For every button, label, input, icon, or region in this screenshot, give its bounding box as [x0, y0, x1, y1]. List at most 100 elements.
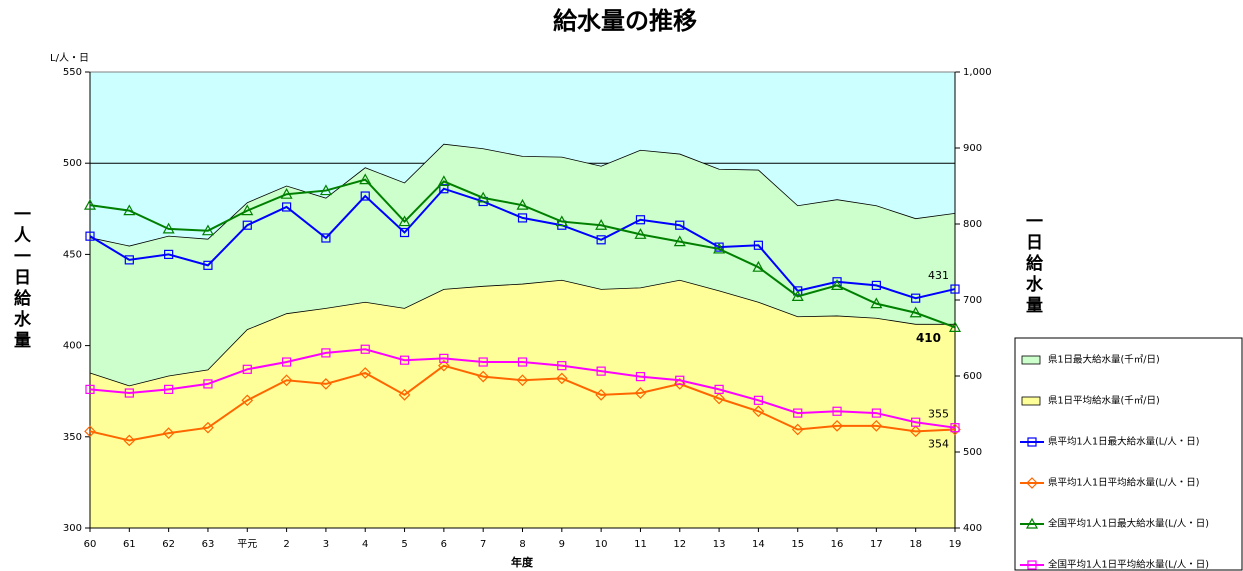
marker	[439, 353, 449, 363]
marker	[870, 420, 883, 432]
data-label: 410	[916, 331, 941, 345]
y-tick-label: 450	[63, 249, 82, 260]
marker	[911, 293, 921, 303]
marker	[793, 408, 803, 418]
marker	[516, 374, 529, 387]
x-tick-label: 12	[673, 539, 686, 550]
area	[90, 280, 955, 528]
marker	[793, 286, 803, 296]
legend-marker	[1027, 437, 1037, 447]
line	[89, 187, 956, 300]
x-tick-label: 17	[870, 539, 883, 550]
y2-tick-label: 900	[963, 143, 982, 154]
marker	[517, 357, 528, 367]
marker	[84, 425, 96, 438]
marker	[555, 372, 568, 385]
marker	[321, 348, 331, 358]
marker	[871, 408, 881, 418]
x-tick-label: 8	[519, 539, 525, 550]
x-tick-label: 7	[480, 539, 486, 550]
marker	[319, 184, 332, 196]
marker	[164, 384, 174, 394]
x-tick-label: 6	[441, 539, 447, 550]
x-tick-label: 11	[634, 539, 647, 550]
marker	[555, 215, 568, 227]
marker	[870, 297, 883, 309]
legend-marker	[1026, 477, 1038, 489]
x-tick-label: 16	[831, 539, 844, 550]
marker	[162, 222, 175, 234]
x-tick-label: 63	[202, 539, 215, 550]
marker	[752, 405, 765, 418]
marker	[634, 387, 647, 399]
marker	[162, 427, 175, 440]
marker	[201, 224, 214, 236]
marker	[85, 384, 95, 394]
marker	[675, 220, 685, 230]
x-tick-label: 62	[162, 539, 175, 550]
line	[89, 364, 956, 442]
marker	[438, 359, 450, 372]
y-tick-label: 400	[63, 341, 82, 352]
y2-tick-label: 800	[963, 219, 982, 230]
data-label: 354	[928, 438, 949, 451]
marker	[241, 204, 254, 216]
marker	[242, 220, 252, 230]
data-label: 431	[928, 269, 949, 282]
marker	[202, 421, 214, 434]
y2-tick-label: 500	[963, 447, 982, 458]
marker	[909, 425, 922, 438]
marker	[950, 423, 960, 433]
marker	[398, 215, 411, 227]
marker	[832, 406, 842, 416]
marker	[124, 388, 134, 398]
y-unit: L/人・日	[50, 52, 89, 64]
marker	[280, 374, 293, 387]
legend-label: 県1日最大給水量(千㎥/日)	[1048, 354, 1160, 366]
x-tick-label: 5	[401, 539, 407, 550]
x-tick-label: 9	[559, 539, 565, 550]
x-tick-label: 61	[123, 539, 136, 550]
marker	[871, 280, 881, 291]
marker	[360, 344, 370, 354]
y-tick-label: 350	[63, 432, 82, 443]
y-axis-title: 一人一日給水量	[10, 205, 30, 352]
legend-swatch	[1021, 355, 1041, 365]
legend-label: 全国平均1人1日平均給水量(L/人・日)	[1048, 559, 1209, 571]
marker	[83, 198, 97, 210]
marker	[595, 218, 608, 230]
marker	[242, 364, 252, 374]
marker	[595, 388, 607, 401]
data-label: 355	[928, 408, 949, 421]
y2-tick-label: 700	[963, 295, 982, 306]
marker	[398, 388, 411, 401]
marker	[713, 392, 725, 405]
x-tick-label: 3	[323, 539, 329, 550]
y2-axis-title: 一日給水量	[1022, 212, 1042, 317]
marker	[439, 184, 449, 194]
marker	[359, 367, 372, 379]
marker	[753, 240, 764, 250]
marker	[714, 384, 724, 394]
marker	[477, 191, 490, 203]
marker	[478, 357, 488, 367]
marker	[911, 417, 921, 427]
marker	[123, 204, 136, 216]
y2-tick-label: 600	[963, 371, 982, 382]
chart-title: 給水量の推移	[553, 7, 697, 35]
x-tick-label: 14	[752, 539, 765, 550]
marker	[909, 306, 922, 318]
area-edge	[89, 143, 956, 247]
x-axis-title: 年度	[511, 555, 534, 569]
marker	[321, 233, 331, 243]
x-tick-label: 60	[84, 539, 97, 550]
marker	[517, 213, 528, 223]
x-tick-label: 平元	[237, 539, 257, 550]
marker	[635, 372, 646, 382]
marker	[281, 202, 292, 212]
marker	[596, 366, 606, 376]
marker	[360, 191, 370, 201]
marker	[280, 187, 293, 199]
marker	[477, 370, 490, 383]
marker	[203, 260, 213, 270]
